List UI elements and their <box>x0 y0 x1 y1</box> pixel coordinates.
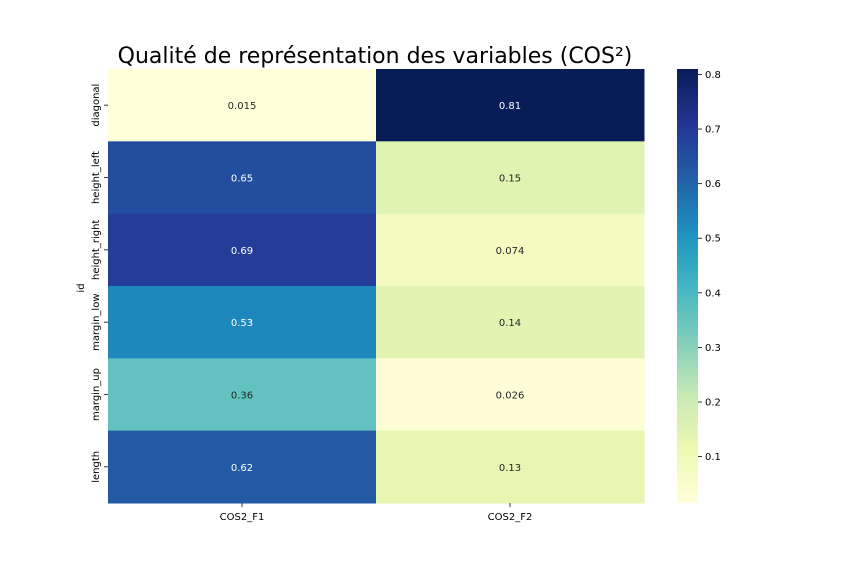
colorbar-tick-label: 0.4 <box>705 288 721 299</box>
x-tick-labels: COS2_F1 COS2_F2 <box>220 503 533 523</box>
heatmap-cell <box>376 358 645 432</box>
heatmap-cell <box>108 213 377 287</box>
y-tick-label: margin_low <box>91 293 102 350</box>
y-tick-label: height_left <box>91 151 102 204</box>
colorbar-ticks: 0.1 0.2 0.3 0.4 0.5 0.6 0.7 0.8 <box>698 70 721 463</box>
heatmap-cell <box>108 141 377 215</box>
x-tick-label: COS2_F2 <box>488 512 533 523</box>
y-tick-labels: diagonal height_left height_right margin_lo… <box>91 84 108 483</box>
heatmap-cell <box>376 286 645 359</box>
cell-value-label: 0.15 <box>499 174 521 185</box>
y-tick-label: height_right <box>91 220 102 280</box>
cell-value-label: 0.81 <box>499 101 521 112</box>
colorbar-tick-label: 0.6 <box>705 179 721 190</box>
y-tick-label: margin_up <box>91 368 102 421</box>
colorbar-tick-label: 0.1 <box>705 452 721 463</box>
heatmap-cell <box>376 141 645 215</box>
heatmap-cell <box>108 286 377 359</box>
cell-value-label: 0.14 <box>499 318 521 329</box>
heatmap-cell <box>376 430 645 504</box>
colorbar-tick-label: 0.2 <box>705 398 721 409</box>
x-tick-label: COS2_F1 <box>220 512 265 523</box>
heatmap-cell <box>108 430 377 504</box>
cell-value-label: 0.015 <box>228 101 257 112</box>
colorbar <box>677 69 698 503</box>
heatmap-cell <box>376 213 645 287</box>
cell-value-label: 0.65 <box>231 174 253 185</box>
y-axis-label: id <box>76 283 87 292</box>
heatmap-cell <box>376 69 645 142</box>
colorbar-tick-label: 0.3 <box>705 343 721 354</box>
heatmap-cell <box>108 358 377 432</box>
chart-title: Qualité de représentation des variables … <box>118 44 633 69</box>
heatmap-cell-labels: 0.015 0.81 0.65 0.15 0.69 0.074 0.53 0.14 0.36 0.… <box>228 101 525 474</box>
cell-value-label: 0.36 <box>231 391 253 402</box>
colorbar-tick-label: 0.7 <box>705 125 721 136</box>
cell-value-label: 0.53 <box>231 318 253 329</box>
heatmap-cells <box>108 69 645 504</box>
cell-value-label: 0.074 <box>496 246 525 257</box>
cell-value-label: 0.13 <box>499 463 521 474</box>
heatmap-cell <box>108 69 377 142</box>
colorbar-tick-label: 0.8 <box>705 70 721 81</box>
cell-value-label: 0.69 <box>231 246 253 257</box>
cell-value-label: 0.62 <box>231 463 253 474</box>
cell-value-label: 0.026 <box>496 391 525 402</box>
y-tick-label: diagonal <box>91 84 102 127</box>
colorbar-tick-label: 0.5 <box>705 234 721 245</box>
y-tick-label: length <box>91 451 102 483</box>
